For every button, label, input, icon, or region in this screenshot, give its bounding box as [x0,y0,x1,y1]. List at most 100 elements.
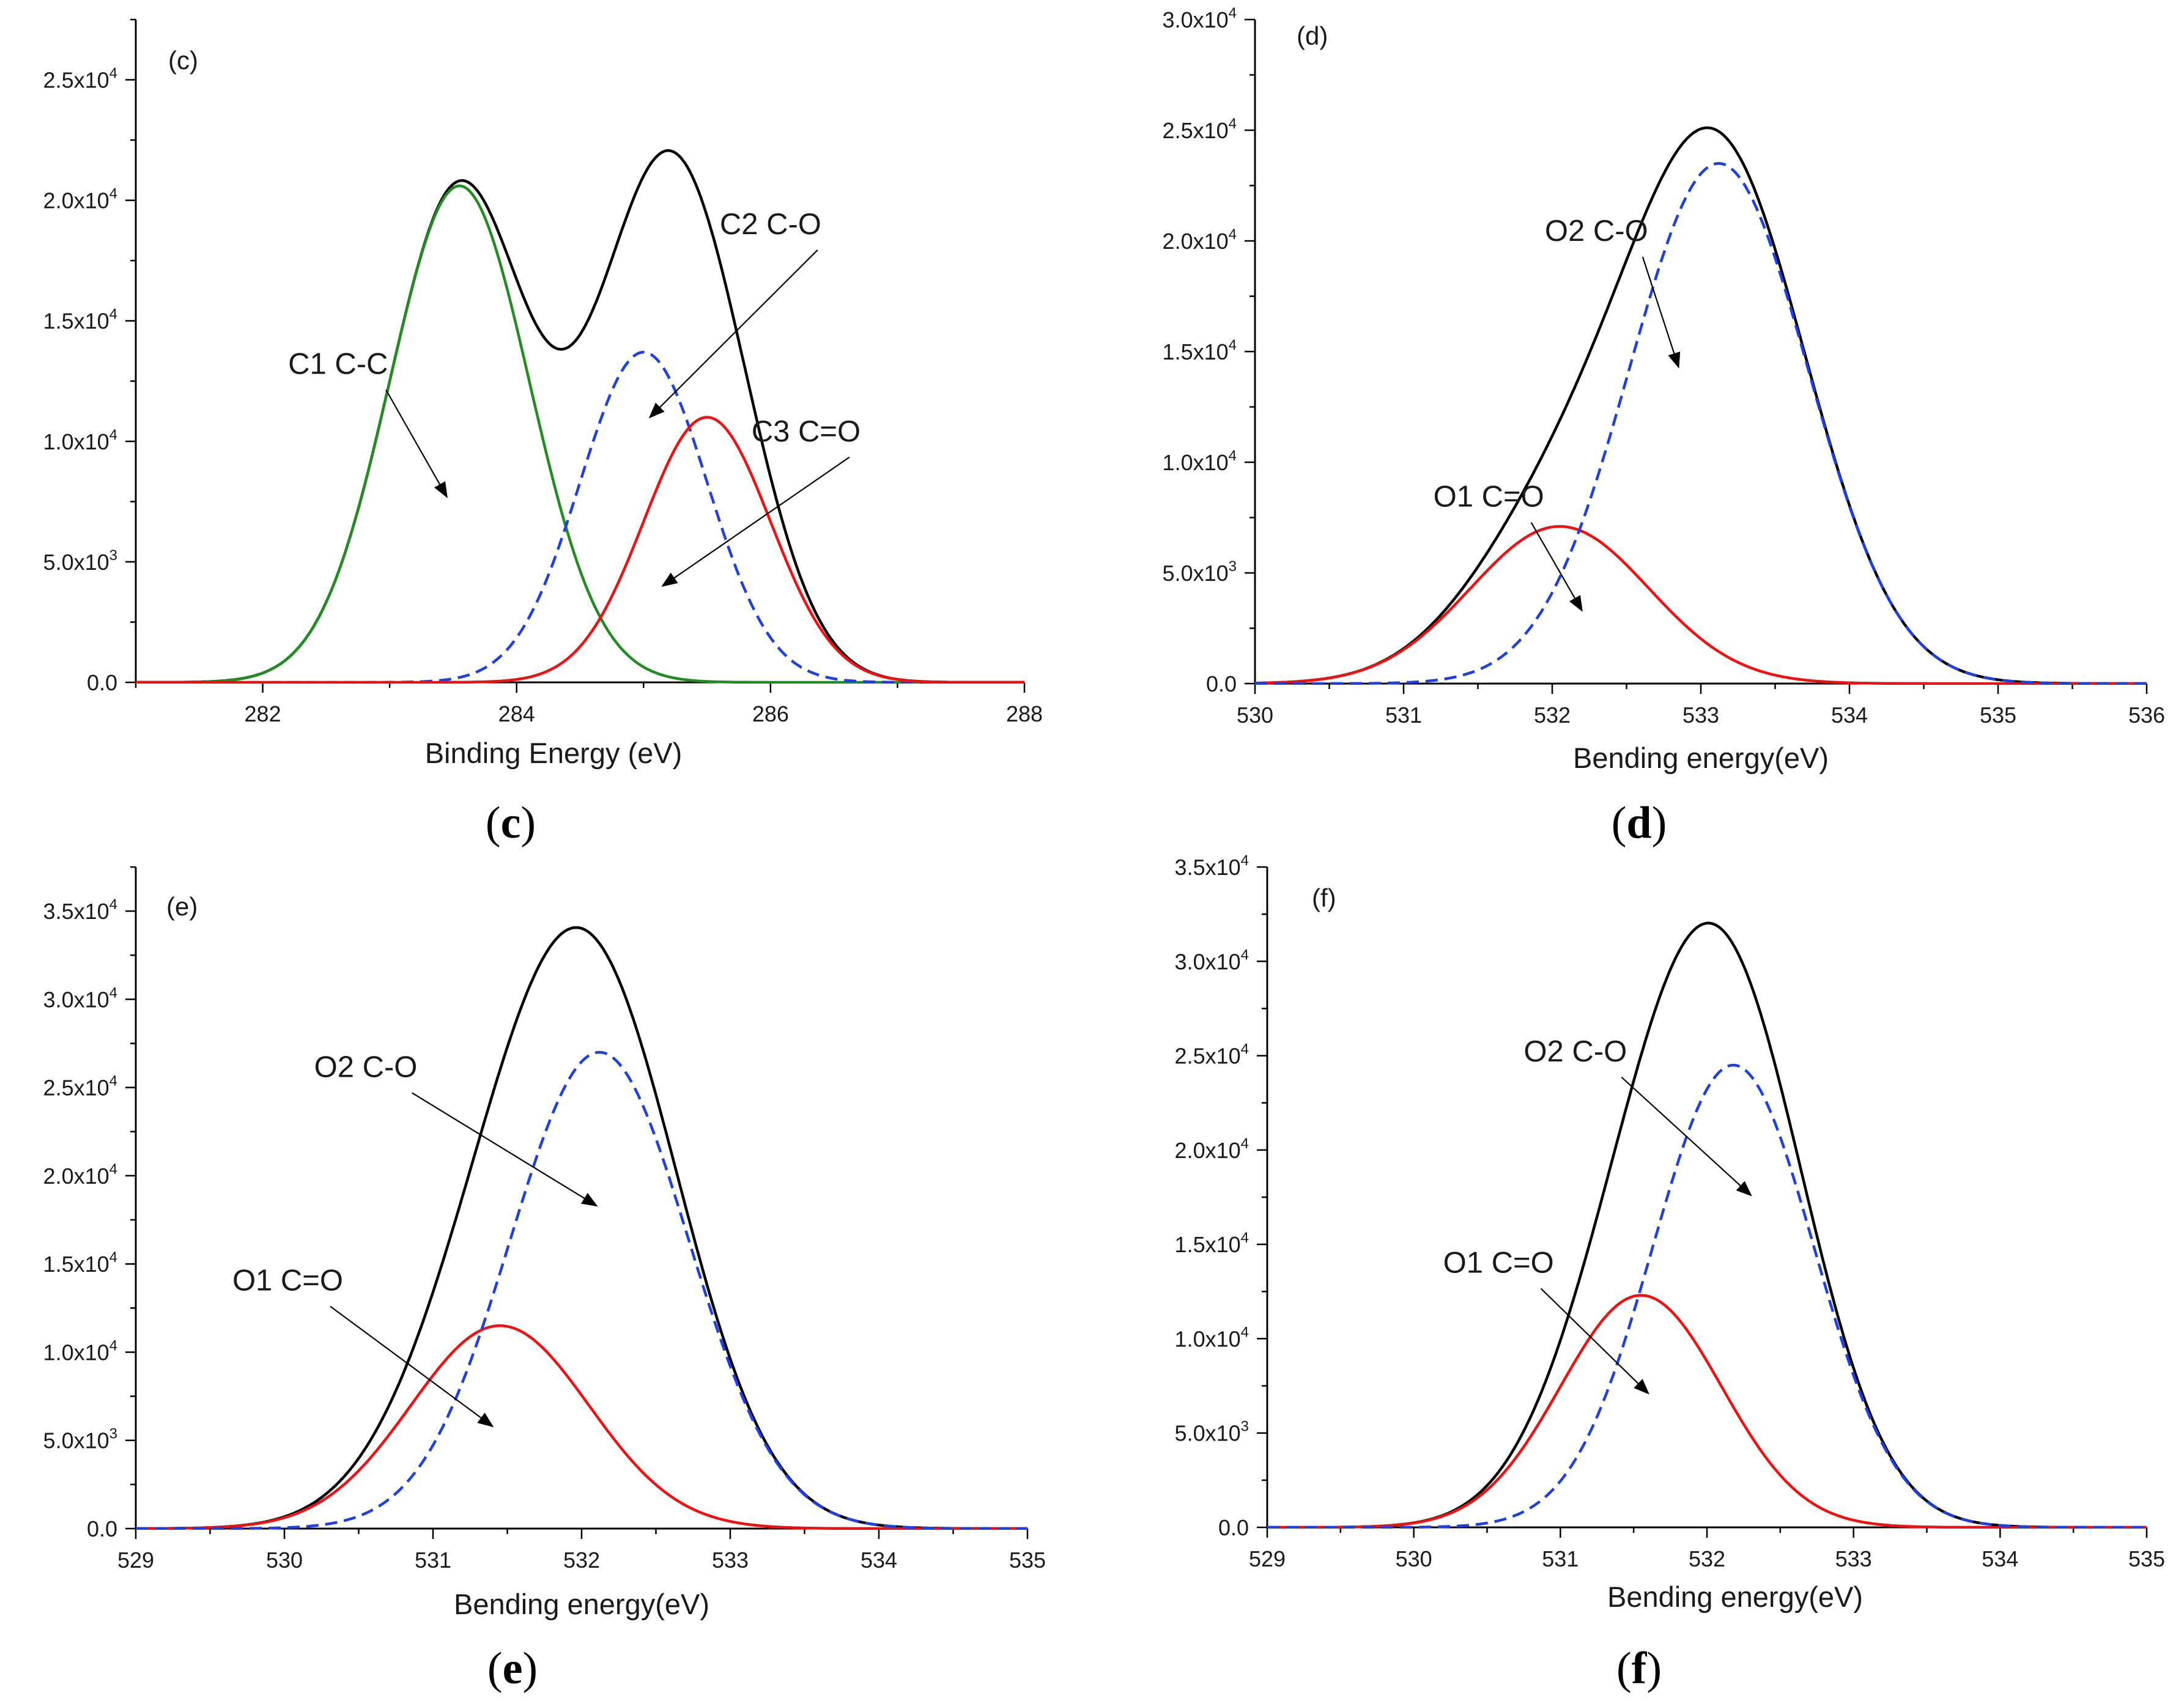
plot-c: 282 284 286 2880.05.0x1031.0x1041.5x1042.0x… [43,18,1043,726]
y-tick-label: 2.0x104 [1175,1135,1249,1163]
y-tick-exponent: 4 [1241,1324,1249,1340]
y-tick-mantissa: 2.5x10 [43,1076,109,1101]
y-tick-mantissa: 5.0x10 [43,550,109,575]
x-tick-label: 529 [1249,1546,1286,1571]
annotation-arrow [661,456,850,587]
y-tick-label: 5.0x103 [1163,558,1237,586]
y-tick-label: 5.0x103 [43,547,117,575]
y-tick-mantissa: 3.0x10 [1175,949,1241,974]
y-tick-label: 1.0x104 [1175,1324,1249,1351]
annotation-label: O2 C-O [314,1050,418,1083]
x-tick-label: 288 [1006,701,1043,726]
x-tick-label: 531 [415,1548,451,1573]
x-tick-label: 532 [1689,1546,1725,1571]
y-tick-mantissa: 3.0x10 [43,987,109,1012]
y-tick-exponent: 3 [1241,1419,1249,1435]
caption-f: (f) [1616,1644,1662,1694]
y-tick-mantissa: 5.0x10 [1175,1421,1241,1446]
x-tick-label: 531 [1542,1546,1579,1571]
y-tick-exponent: 4 [109,306,117,323]
caption-letter-e: e [503,1644,523,1694]
y-tick-exponent: 4 [109,1337,117,1354]
annotation-arrow [648,249,818,419]
y-tick-exponent: 4 [1241,1230,1249,1246]
y-tick-label: 1.5x104 [1163,337,1237,364]
panel-f: 529 530 531 532 533 534 5350.05.0x1031.0x1041.… [1175,852,2165,1694]
annotation-label: O1 C=O [232,1264,343,1297]
caption-c: (c) [486,798,536,848]
y-tick-exponent: 3 [1229,558,1237,575]
panel-tag-d: (d) [1297,21,1328,50]
y-tick-mantissa: 3.5x10 [1175,855,1241,880]
y-tick-exponent: 4 [1229,337,1237,353]
x-tick-label: 535 [1980,703,2016,728]
y-tick-exponent: 4 [1229,226,1237,243]
y-tick-label: 0.0 [87,670,117,695]
y-tick-label: 3.0x104 [1163,5,1237,32]
y-tick-label: 1.5x104 [1175,1230,1249,1257]
caption-letter-d: d [1626,798,1651,848]
y-tick-mantissa: 1.5x10 [43,1252,109,1277]
caption-e: (e) [487,1644,538,1694]
annotation-arrow [330,1305,494,1428]
y-tick-mantissa: 2.0x10 [1175,1138,1241,1163]
y-tick-exponent: 4 [1241,1135,1249,1152]
series-o2-c-o [1255,162,2147,685]
annotation-arrow [412,1092,598,1207]
plot-e: 529 530 531 532 533 534 5350.05.0x1031.0x1041.… [43,866,1046,1573]
x-tick-label: 529 [117,1548,154,1573]
y-tick-mantissa: 1.5x10 [1163,339,1229,364]
x-axis-title-d: Bending energy(eV) [1573,742,1829,774]
plot-d: 530 531 532 533 534 535 5360.05.0x1031.0x1041.… [1163,5,2165,728]
annotation-arrow [1642,256,1681,369]
panel-tag-c: (c) [168,46,198,75]
panel-c: 282 284 286 2880.05.0x1031.0x1041.5x1042.0x… [43,18,1043,848]
y-tick-exponent: 4 [1229,448,1237,464]
y-tick-mantissa: 2.5x10 [1175,1044,1241,1069]
y-tick-label: 2.5x104 [43,1073,117,1101]
annotation-label: O1 C=O [1434,480,1544,513]
y-tick-label: 1.0x104 [1163,448,1237,475]
y-tick-exponent: 4 [1229,5,1237,21]
annotation-label: O2 C-O [1545,215,1648,248]
series-o2-c-o [136,1050,1027,1530]
y-tick-label: 2.0x104 [43,186,117,213]
y-tick-mantissa: 3.0x10 [1163,7,1229,32]
annotation-arrow [385,389,448,498]
y-tick-label: 5.0x103 [43,1426,117,1453]
y-tick-label: 2.5x104 [1163,116,1237,143]
annotation-arrow [1621,1077,1752,1197]
x-tick-label: 530 [1396,1546,1432,1571]
y-tick-label: 0.0 [1218,1515,1249,1540]
y-tick-label: 3.0x104 [1175,946,1249,974]
y-tick-exponent: 4 [109,186,117,202]
y-tick-exponent: 4 [1229,116,1237,132]
y-tick-exponent: 3 [109,1426,117,1442]
x-tick-label: 531 [1385,703,1422,728]
y-tick-exponent: 4 [109,65,117,82]
y-tick-mantissa: 2.0x10 [43,188,109,213]
y-tick-label: 3.5x104 [1175,852,1249,880]
y-tick-mantissa: 2.0x10 [1163,229,1229,254]
plot-f: 529 530 531 532 533 534 5350.05.0x1031.0x1041.… [1175,852,2165,1571]
y-tick-exponent: 4 [109,1161,117,1178]
y-tick-label: 2.0x104 [43,1161,117,1189]
y-tick-label: 2.0x104 [1163,226,1237,254]
x-tick-label: 535 [1009,1548,1046,1573]
y-tick-label: 3.0x104 [43,984,117,1012]
y-tick-exponent: 4 [109,896,117,913]
y-tick-label: 1.0x104 [43,427,117,454]
x-tick-label: 533 [1835,1546,1872,1571]
y-tick-label: 2.5x104 [1175,1041,1249,1069]
x-axis-title-f: Bending energy(eV) [1607,1581,1863,1613]
y-tick-mantissa: 1.0x10 [43,429,109,454]
x-tick-label: 532 [563,1548,600,1573]
y-tick-exponent: 4 [109,427,117,443]
x-tick-label: 284 [498,701,535,726]
caption-letter-c: c [501,798,521,848]
y-tick-label: 0.0 [1206,671,1237,696]
panel-d: 530 531 532 533 534 535 5360.05.0x1031.0x1041.… [1163,5,2165,848]
y-tick-exponent: 4 [1241,1041,1249,1058]
x-tick-label: 534 [1982,1546,2018,1571]
